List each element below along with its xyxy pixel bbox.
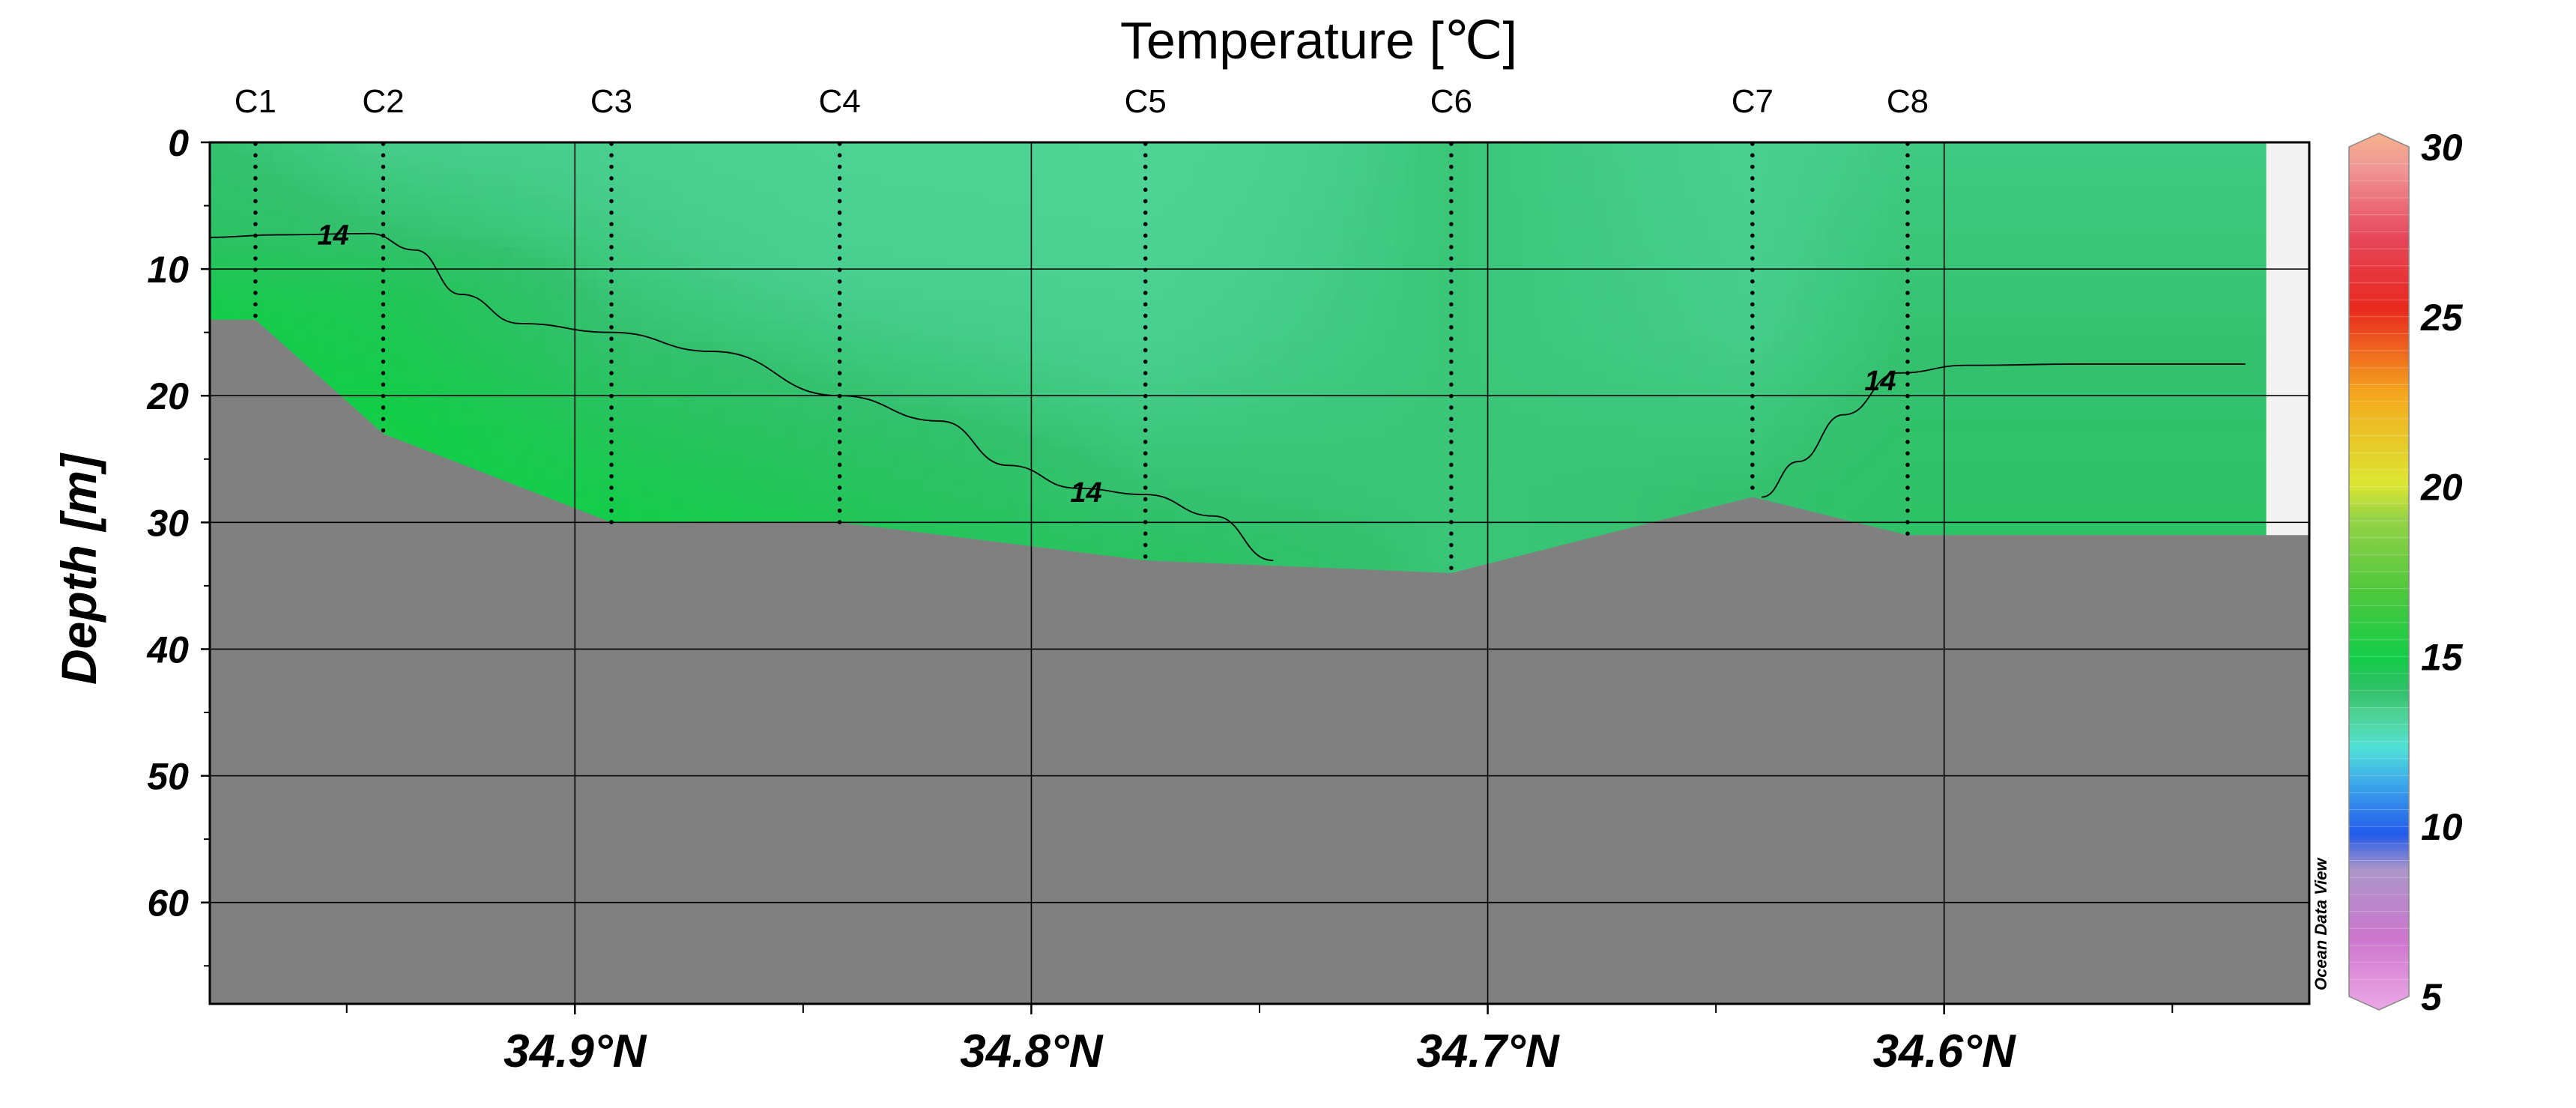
colorbar-tick-label: 15	[2421, 636, 2464, 678]
colorbar-tick-label: 5	[2421, 976, 2443, 1018]
y-tick-label: 10	[147, 249, 189, 291]
station-label-c8: C8	[1887, 83, 1929, 120]
contour-lines: 14 14 14	[210, 220, 2246, 561]
station-label-c7: C7	[1732, 83, 1774, 120]
contour-label: 14	[1864, 366, 1896, 397]
station-label-c6: C6	[1430, 83, 1472, 120]
y-tick-label: 20	[146, 375, 189, 417]
colorbar-tick-label: 20	[2420, 467, 2463, 509]
station-casts	[253, 142, 1910, 575]
ocean-data-view-watermark: Ocean Data View	[2312, 857, 2330, 990]
colorbar-tick-label: 25	[2420, 297, 2464, 339]
colorbar-tick-label: 10	[2421, 806, 2463, 848]
x-tick-label: 34.8°N	[960, 1026, 1103, 1077]
y-axis-label: Depth [m]	[51, 452, 106, 685]
contour-label: 14	[1070, 477, 1101, 509]
y-tick-label: 30	[147, 502, 189, 544]
station-labels: C1 C2 C3 C4 C5 C6 C7 C8	[235, 83, 1929, 120]
y-tick-label: 60	[147, 883, 189, 924]
station-label-c2: C2	[362, 83, 404, 120]
plot-area: 14 14 14	[210, 142, 2309, 1004]
x-tick-label: 34.6°N	[1873, 1026, 2016, 1077]
colorbar-gradient	[2348, 133, 2410, 1011]
y-tick-label: 50	[147, 756, 189, 798]
contour-label: 14	[317, 220, 348, 251]
x-tick-label: 34.7°N	[1416, 1026, 1559, 1077]
station-label-c3: C3	[590, 83, 632, 120]
station-label-c4: C4	[818, 83, 860, 120]
station-label-c1: C1	[235, 83, 276, 120]
x-tick-label: 34.9°N	[504, 1026, 647, 1077]
y-tick-label: 40	[146, 629, 189, 670]
colorbar-tick-label: 30	[2421, 127, 2463, 169]
contour-line	[210, 232, 1274, 561]
y-tick-label: 0	[168, 122, 189, 164]
chart-title: Temperature [℃]	[1120, 11, 1517, 70]
axes: 0 10 20 30 40 50 60 34.9°N 34.8°N 34.7°N 34.6°N	[146, 122, 2311, 1077]
seafloor	[210, 319, 2309, 1004]
contour-line	[1761, 363, 2246, 498]
grid-lines	[210, 142, 2309, 1004]
colorbar: 30 25 20 15 10 5	[2348, 127, 2464, 1018]
station-label-c5: C5	[1125, 83, 1167, 120]
